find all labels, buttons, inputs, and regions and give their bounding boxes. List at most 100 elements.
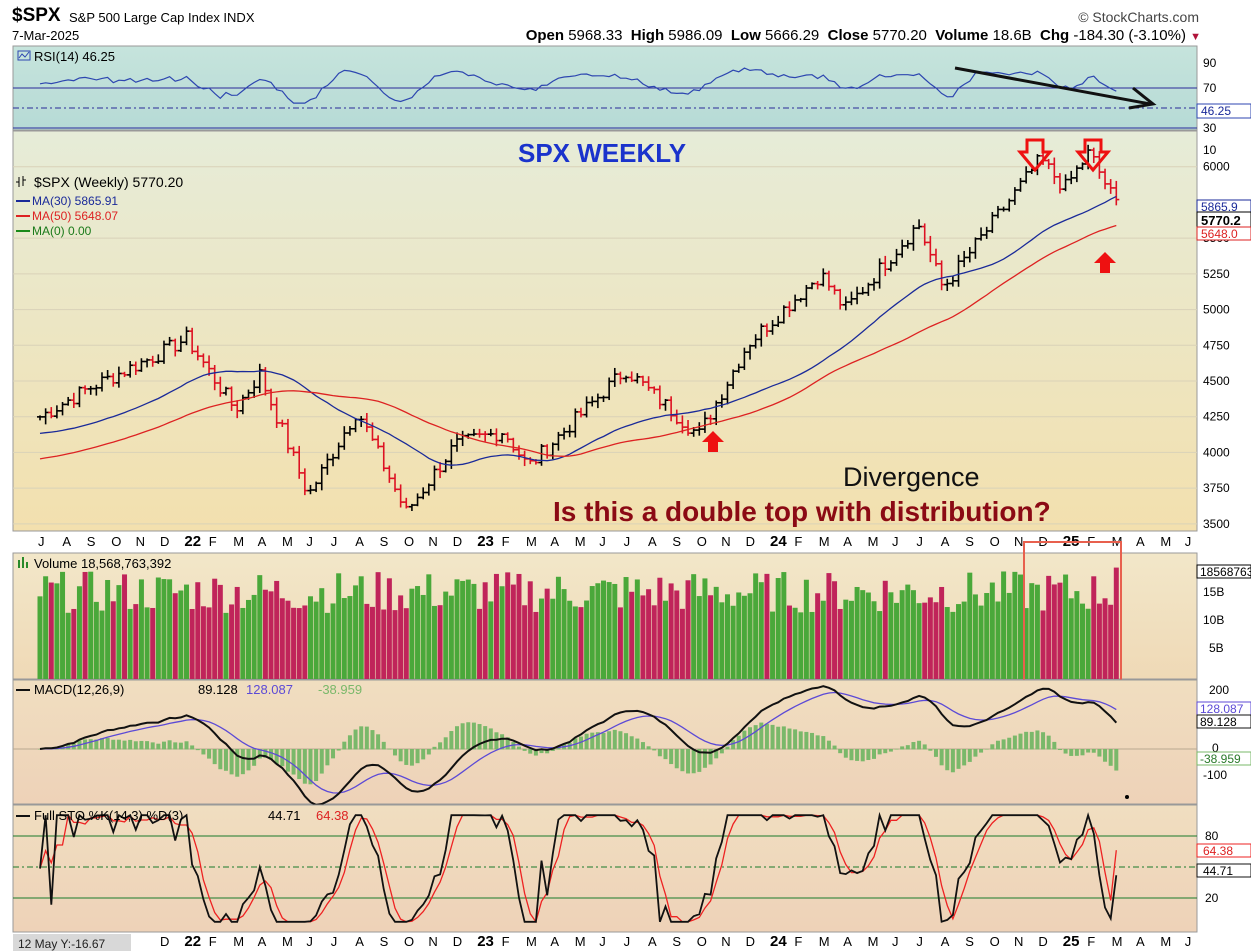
ohlc-bar — [37, 415, 43, 421]
status-bar — [13, 934, 131, 951]
volume-bar — [939, 586, 945, 679]
time-tick-label: F — [502, 934, 510, 949]
macd-histogram-bar — [1063, 749, 1068, 754]
volume-bar — [640, 595, 646, 679]
macd-histogram-bar — [483, 726, 488, 750]
macd-histogram-bar — [967, 749, 972, 762]
ohlc-bar — [482, 431, 489, 442]
ohlc-bar — [639, 375, 646, 387]
ohlc-bar — [470, 428, 477, 437]
volume-bar — [555, 576, 561, 679]
volume-bar — [651, 605, 657, 679]
volume-bar — [279, 598, 285, 679]
volume-bar — [956, 604, 962, 679]
time-tick-label: 23 — [477, 533, 494, 550]
time-tick-label: J — [1185, 934, 1192, 949]
ohlc-bar — [1096, 151, 1103, 179]
macd-histogram-bar — [325, 749, 330, 766]
ohlc-bar — [724, 381, 731, 405]
ohlc-bar — [809, 282, 816, 290]
time-tick-label: F — [209, 934, 217, 949]
volume-bar — [133, 604, 139, 679]
time-tick-label: J — [306, 934, 313, 949]
macd-histogram-bar — [804, 731, 809, 750]
volume-bar — [848, 600, 854, 679]
macd-histogram-bar — [449, 731, 454, 750]
volume-bar — [93, 601, 99, 679]
macd-histogram-bar — [111, 739, 116, 750]
symbol-description: S&P 500 Large Cap Index INDX — [69, 10, 255, 25]
volume-bar — [826, 573, 832, 679]
ohlc-bar — [904, 240, 911, 249]
macd-histogram-bar — [933, 749, 938, 757]
time-tick-label: S — [380, 934, 389, 949]
volume-bar — [713, 586, 719, 679]
ohlc-bar — [200, 353, 207, 368]
macd-histogram-bar — [252, 749, 257, 766]
macd-histogram-bar — [725, 746, 730, 750]
volume-bar — [167, 579, 173, 679]
macd-histogram-bar — [133, 741, 138, 750]
volume-bar — [48, 582, 54, 679]
volume-bar — [961, 601, 967, 679]
sto-d-tag-text: 64.38 — [1203, 844, 1233, 858]
volume-bar — [753, 573, 759, 679]
ohlc-bar — [256, 363, 263, 393]
ohlc-bar — [341, 426, 348, 450]
ohlc-bar — [76, 386, 83, 408]
volume-label: Volume 18,568,763,392 — [34, 556, 171, 571]
ohlc-bar — [1000, 206, 1007, 212]
macd-histogram-bar — [184, 741, 189, 750]
macd-histogram-bar — [826, 740, 831, 750]
macd-histogram-bar — [359, 726, 364, 750]
volume-bar — [854, 586, 860, 679]
volume-bar — [1063, 574, 1069, 679]
macd-value: 89.128 — [198, 682, 238, 697]
ohlc-bar — [177, 335, 184, 352]
volume-bar — [1046, 575, 1052, 679]
ohlc-bar — [442, 459, 449, 473]
time-tick-label: 24 — [770, 933, 787, 950]
ohlc-bar — [577, 407, 584, 418]
volume-bar — [420, 594, 426, 679]
macd-tag — [1196, 714, 1251, 729]
volume-bars — [37, 567, 1119, 679]
volume-value: 18.6B — [992, 27, 1032, 44]
volume-bar — [172, 593, 178, 679]
ohlc-bar — [189, 327, 196, 355]
volume-bar — [786, 605, 792, 679]
macd-histogram-bar — [500, 734, 505, 750]
time-tick-label: J — [599, 934, 606, 949]
price-grid — [13, 166, 1197, 525]
macd-histogram — [38, 722, 1119, 785]
macd-hist-tag-text: -38.959 — [1200, 752, 1241, 766]
rsi-tag — [1196, 103, 1251, 119]
bottom-status: 12 May Y:-16.67 — [18, 937, 105, 951]
sto-d-series — [39, 813, 1117, 924]
volume-bar — [76, 586, 82, 679]
macd-histogram-bar — [454, 726, 459, 750]
macd-histogram-bar — [1052, 741, 1057, 750]
volume-bar — [674, 590, 680, 679]
macd-histogram-bar — [742, 730, 747, 750]
ohlc-bar — [499, 432, 506, 444]
macd-histogram-bar — [387, 748, 392, 750]
time-tick-label: M — [526, 534, 537, 549]
macd-histogram-bar — [821, 736, 826, 750]
ohlc-bar — [825, 270, 832, 291]
macd-histogram-bar — [1080, 749, 1085, 756]
macd-histogram-bar — [122, 740, 127, 750]
down-arrow-icon — [1074, 138, 1112, 173]
ohlc-bar — [1107, 179, 1114, 194]
macd-histogram-bar — [640, 742, 645, 750]
ohlc-bar — [330, 453, 337, 467]
macd-histogram-bar — [646, 746, 651, 750]
macd-histogram-bar — [550, 749, 555, 751]
macd-histogram-bar — [116, 739, 121, 750]
ohlc-bar — [730, 369, 737, 390]
open-label: Open — [525, 27, 565, 44]
macd-histogram-bar — [781, 726, 786, 750]
macd-histogram-bar — [849, 749, 854, 761]
volume-bar — [708, 595, 714, 679]
ohlc-bar — [893, 248, 900, 266]
